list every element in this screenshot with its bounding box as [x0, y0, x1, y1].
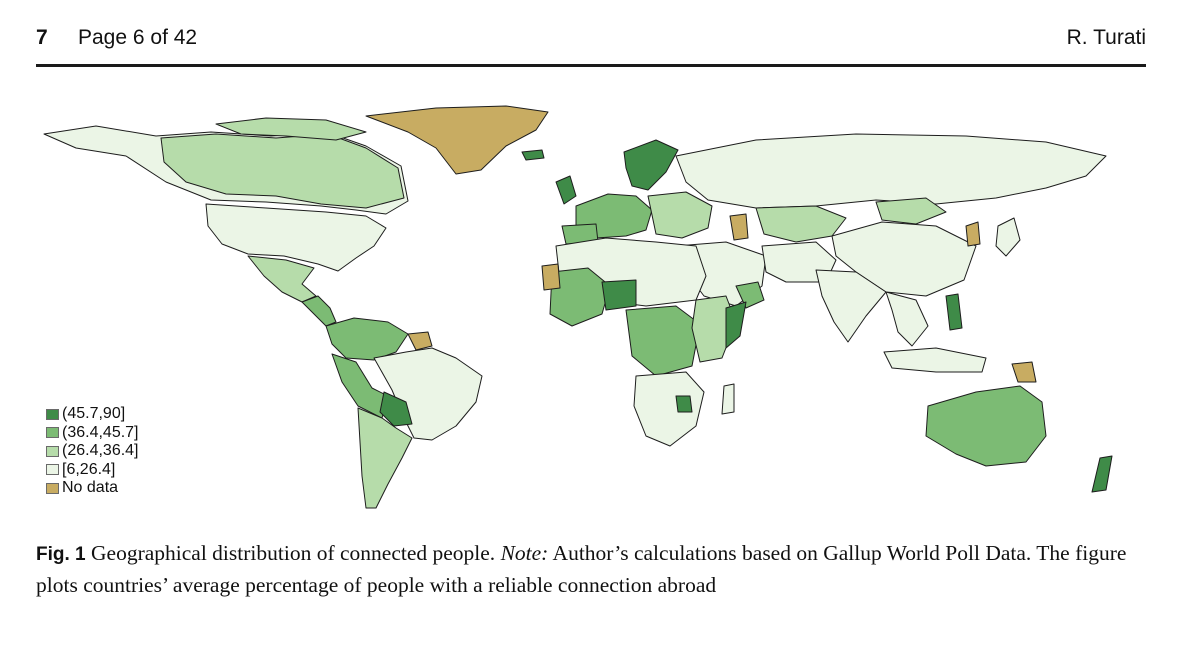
region-korea [965, 221, 981, 247]
region-east-africa [691, 295, 737, 363]
region-iceland [521, 149, 545, 161]
region-china [831, 221, 977, 297]
region-mexico [247, 255, 317, 303]
region-new-zealand [1091, 455, 1113, 493]
legend-swatch [46, 445, 59, 457]
caption-text-2: Author’s calculations based on Gallup Wo… [36, 541, 1127, 597]
legend-label: [6,26.4] [62, 460, 116, 478]
region-philippines [945, 293, 963, 331]
region-usa [205, 203, 387, 272]
legend-entry: (45.7,90] [46, 405, 206, 424]
region-eastern-europe [647, 191, 713, 239]
header-rule [36, 64, 1146, 67]
region-argentina-chile [357, 407, 413, 509]
region-india [815, 269, 887, 343]
region-greenland [365, 105, 549, 175]
legend-label: (36.4,45.7] [62, 423, 139, 441]
page-of: Page 6 of 42 [78, 26, 198, 49]
region-caspian [729, 213, 749, 241]
region-australia [925, 385, 1047, 467]
region-guiana [407, 331, 433, 351]
region-central-america [301, 295, 337, 327]
legend-label: (45.7,90] [62, 405, 126, 422]
legend-entry: (26.4,36.4] [46, 442, 206, 461]
legend-entry: (36.4,45.7] [46, 424, 206, 443]
map-legend: (45.7,90] (36.4,45.7] (26.4,36.4] [6,26.… [46, 405, 206, 498]
legend-swatch [46, 464, 59, 476]
region-indonesia [883, 347, 987, 373]
region-russia [675, 133, 1107, 209]
region-png [1011, 361, 1037, 383]
caption-label: Fig. 1 [36, 544, 86, 565]
region-west-africa [549, 267, 611, 327]
world-map [43, 105, 1113, 509]
legend-entry: No data [46, 479, 206, 498]
legend-label: No data [62, 479, 119, 496]
caption-text-1: Geographical distribution of connected p… [91, 541, 496, 565]
region-mongolia [875, 197, 947, 225]
region-scandinavia [623, 139, 679, 191]
running-author: R. Turati [1066, 26, 1146, 49]
region-zimbabwe [675, 395, 693, 413]
region-arctic-islands [215, 117, 367, 141]
region-southern-africa [633, 371, 705, 447]
region-madagascar [721, 383, 735, 415]
region-niger [601, 279, 637, 311]
page-number: 7 [36, 26, 48, 49]
legend-swatch [46, 427, 59, 439]
region-somalia [725, 301, 747, 349]
legend-entry: [6,26.4] [46, 461, 206, 480]
region-central-africa [625, 305, 701, 377]
region-uk [555, 175, 577, 205]
page-header: 7 Page 6 of 42 R. Turati [36, 26, 1146, 60]
legend-swatch [46, 482, 59, 494]
caption-note-label: Note: [500, 541, 549, 565]
legend-label: (26.4,36.4] [62, 442, 139, 459]
region-japan [995, 217, 1021, 257]
figure-caption: Fig. 1 Geographical distribution of conn… [36, 538, 1146, 601]
region-colombia-venezuela [325, 317, 409, 361]
region-western-sahara [541, 263, 561, 291]
region-oman [735, 281, 765, 309]
region-canada [160, 133, 405, 209]
region-southeast-asia [885, 291, 929, 347]
region-paraguay [379, 391, 413, 427]
legend-swatch [46, 408, 59, 420]
